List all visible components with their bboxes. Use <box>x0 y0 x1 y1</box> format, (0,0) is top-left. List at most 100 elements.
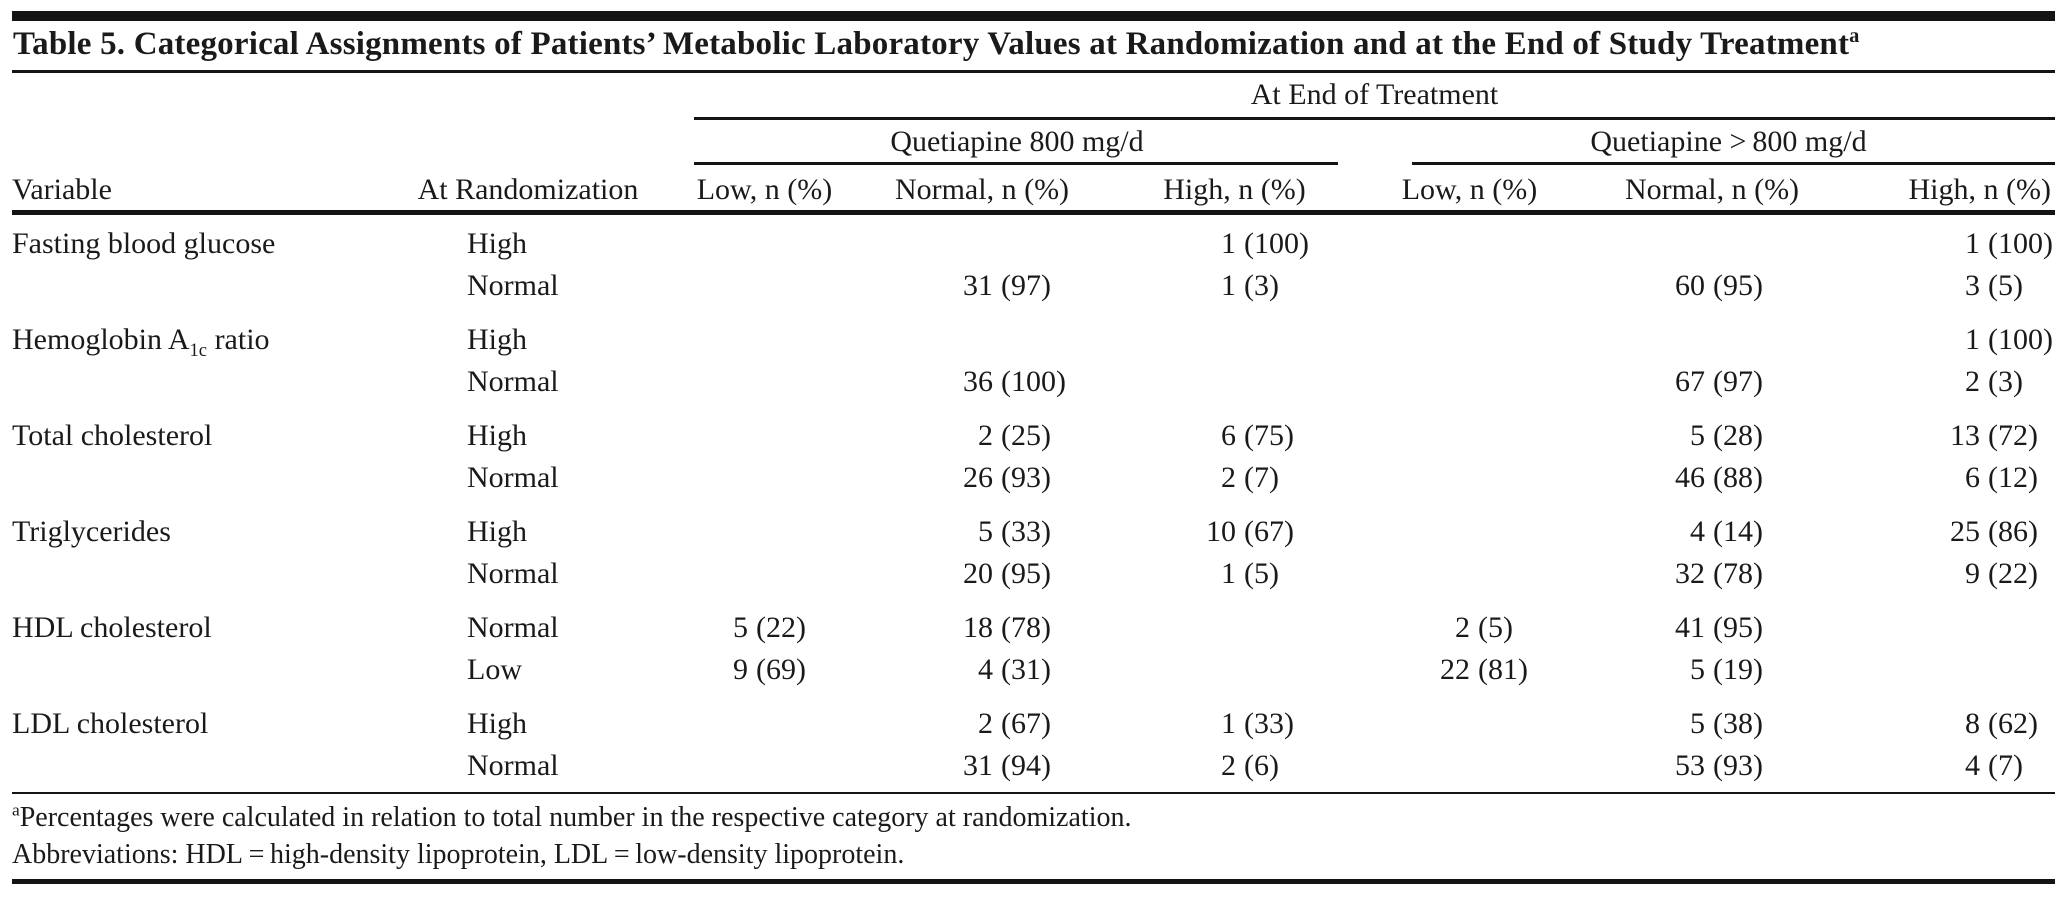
table-row: Hemoglobin A1c ratio High 1 (100) <box>12 319 2055 361</box>
value-cell: 6 (75) <box>1107 419 1362 453</box>
value-percent: (7) <box>1244 461 1279 494</box>
value-percent: (100) <box>1244 227 1309 260</box>
value-cell: 2 (67) <box>857 707 1107 741</box>
value-percent: (100) <box>1988 323 2053 356</box>
randomization-category: Normal <box>467 611 559 644</box>
table-row: Fasting blood glucose High 1 (100) 1 (100) <box>12 223 2055 265</box>
table-row: Normal 31 (94) 2 (6) 53 (93) 4 (7) <box>12 745 2055 787</box>
value-count: 5 <box>978 515 993 548</box>
value-percent: (97) <box>1713 365 1763 398</box>
value-percent: (14) <box>1713 515 1763 548</box>
value-cell: 20 (95) <box>857 557 1107 591</box>
value-count: 1 <box>1221 227 1236 260</box>
value-cell: 5 (28) <box>1577 419 1847 453</box>
value-count: 1 <box>1221 269 1236 302</box>
value-count: 10 <box>1206 515 1236 548</box>
randomization-category: High <box>467 227 527 260</box>
bottom-black-bar <box>12 879 2055 884</box>
value-percent: (3) <box>1988 365 2023 398</box>
value-percent: (75) <box>1244 419 1294 452</box>
value-count: 6 <box>1965 461 1980 494</box>
value-count: 2 <box>1221 461 1236 494</box>
value-cell: 13 (72) <box>1847 419 2055 453</box>
value-count: 60 <box>1675 269 1705 302</box>
randomization-category: Normal <box>467 749 559 782</box>
group-header-quetiapine-over-800: Quetiapine > 800 mg/d <box>1590 125 1867 158</box>
value-cell: 2 (5) <box>1362 611 1577 645</box>
value-count: 3 <box>1965 269 1980 302</box>
value-percent: (38) <box>1713 707 1763 740</box>
value-percent: (6) <box>1244 749 1279 782</box>
value-count: 2 <box>1221 749 1236 782</box>
value-percent: (33) <box>1244 707 1294 740</box>
value-cell: 10 (67) <box>1107 515 1362 549</box>
value-percent: (28) <box>1713 419 1763 452</box>
variable-pre: Hemoglobin A <box>12 323 190 356</box>
value-cell: 1 (100) <box>1847 323 2055 357</box>
randomization-category: Normal <box>467 365 559 398</box>
value-count: 22 <box>1440 653 1470 686</box>
value-count: 4 <box>1690 515 1705 548</box>
body-footnote-divider <box>12 792 2055 794</box>
value-percent: (93) <box>1713 749 1763 782</box>
value-count: 9 <box>1965 557 1980 590</box>
variable-label: Hemoglobin A1c ratio <box>12 323 384 360</box>
randomization-category: Normal <box>467 461 559 494</box>
group-header-quetiapine-800: Quetiapine 800 mg/d <box>890 125 1144 158</box>
value-cell: 5 (19) <box>1577 653 1847 687</box>
footnote-a: aPercentages were calculated in relation… <box>12 799 2055 836</box>
value-percent: (100) <box>1001 365 1066 398</box>
value-percent: (81) <box>1478 653 1528 686</box>
table-row: Normal 20 (95) 1 (5) 32 (78) 9 (22) <box>12 553 2055 595</box>
value-count: 6 <box>1221 419 1236 452</box>
randomization-category: High <box>467 323 527 356</box>
variable-label: Total cholesterol <box>12 419 213 452</box>
column-header-low-over-800: Low, n (%) <box>1401 173 1538 206</box>
end-of-treatment-spanner-row: At End of Treatment <box>12 73 2055 120</box>
value-count: 18 <box>963 611 993 644</box>
value-percent: (7) <box>1988 749 2023 782</box>
dose-group-rules <box>12 162 2055 165</box>
value-cell: 46 (88) <box>1577 461 1847 495</box>
title-divider <box>12 70 2055 73</box>
value-cell: 8 (62) <box>1847 707 2055 741</box>
rule-gap <box>1338 162 1412 165</box>
column-header-high-over-800: High, n (%) <box>1908 173 2051 206</box>
variable-label: Triglycerides <box>12 515 171 548</box>
value-percent: (3) <box>1244 269 1279 302</box>
value-count: 1 <box>1965 227 1980 260</box>
value-count: 2 <box>978 707 993 740</box>
value-cell: 9 (69) <box>672 653 857 687</box>
value-count: 46 <box>1675 461 1705 494</box>
value-count: 31 <box>963 269 993 302</box>
variable-subscript: 1c <box>189 340 208 361</box>
randomization-category: Low <box>467 653 522 686</box>
value-percent: (94) <box>1001 749 1051 782</box>
value-cell: 26 (93) <box>857 461 1107 495</box>
column-header-low-800: Low, n (%) <box>696 173 833 206</box>
rule-spacer <box>12 162 694 165</box>
column-header-row: Variable At Randomization Low, n (%) Nor… <box>12 165 2055 210</box>
value-count: 20 <box>963 557 993 590</box>
variable-label: HDL cholesterol <box>12 611 212 644</box>
group-rule-800 <box>694 162 1338 165</box>
value-count: 2 <box>1965 365 1980 398</box>
variable-post: ratio <box>207 323 270 356</box>
value-count: 53 <box>1675 749 1705 782</box>
value-percent: (5) <box>1244 557 1279 590</box>
value-cell: 25 (86) <box>1847 515 2055 549</box>
table-row: Normal 26 (93) 2 (7) 46 (88) 6 (12) <box>12 457 2055 499</box>
value-count: 32 <box>1675 557 1705 590</box>
value-percent: (100) <box>1988 227 2053 260</box>
value-cell: 3 (5) <box>1847 269 2055 303</box>
table-row: Normal 31 (97) 1 (3) 60 (95) 3 (5) <box>12 265 2055 307</box>
dose-group-row: Quetiapine 800 mg/d Quetiapine > 800 mg/… <box>12 120 2055 159</box>
paper-table: Table 5. Categorical Assignments of Pati… <box>12 11 2055 884</box>
value-cell: 5 (33) <box>857 515 1107 549</box>
value-percent: (95) <box>1001 557 1051 590</box>
value-cell: 1 (100) <box>1847 227 2055 261</box>
value-cell: 4 (14) <box>1577 515 1847 549</box>
variable-label: LDL cholesterol <box>12 707 209 740</box>
value-cell: 2 (3) <box>1847 365 2055 399</box>
table-body: Fasting blood glucose High 1 (100) 1 (100) Nor… <box>12 215 2055 787</box>
